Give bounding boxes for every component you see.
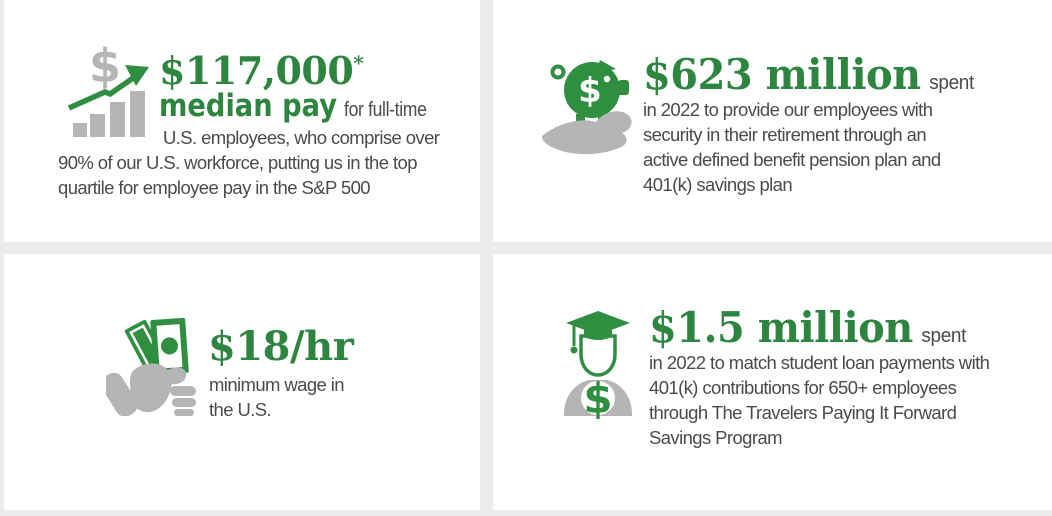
piggy-bank-in-hand-icon: $	[542, 60, 632, 155]
body-line: active defined benefit pension plan and	[643, 149, 941, 170]
svg-text:$: $	[578, 71, 602, 111]
svg-text:$: $	[583, 374, 612, 422]
body-line: through The Travelers Paying It Forward	[649, 402, 957, 423]
body-line: 401(k) savings plan	[643, 174, 793, 195]
stat-value: $1.5 million	[649, 303, 913, 352]
bar-chart-growth-dollar-icon: $	[67, 45, 149, 137]
body-line: security in their retirement through an	[643, 124, 927, 145]
card-retirement: $ $623 million spent in 2022 to provide …	[493, 0, 1052, 242]
card-student-loan: $ $1.5 million spent in 2022 to match st…	[493, 254, 1052, 510]
graduate-dollar-icon: $	[564, 311, 632, 422]
stat-minimum-wage: $18/hr	[208, 323, 354, 370]
body-line: minimum wage in	[209, 374, 345, 395]
stat-label: median pay	[159, 88, 338, 124]
money-in-hand-icon	[106, 317, 196, 416]
stat-value: $117,000*	[159, 48, 364, 93]
body-line: 401(k) contributions for 650+ employees	[649, 377, 957, 398]
body-line: 90% of our U.S. workforce, putting us in…	[58, 152, 417, 173]
svg-text:$: $	[89, 45, 121, 93]
body-line: the U.S.	[209, 399, 272, 420]
stat-value: $18/hr	[208, 323, 354, 370]
card-median-pay: $ $117,000* median pay for full-time U.S…	[4, 0, 480, 242]
body-line: quartile for employee pay in the S&P 500	[58, 177, 371, 198]
body-line: in 2022 to provide our employees with	[643, 99, 933, 120]
stat-sublabel-row: median pay for full-time	[159, 91, 427, 122]
stat-retirement: $623 million spent	[643, 54, 974, 96]
body-line: in 2022 to match student loan payments w…	[649, 352, 990, 373]
card-minimum-wage: $18/hr minimum wage in the U.S.	[4, 254, 480, 510]
stat-value: $623 million	[643, 50, 921, 99]
footnote-asterisk: *	[353, 51, 364, 75]
stat-inline-text: spent	[921, 325, 966, 347]
stat-median-pay: $117,000*	[159, 48, 364, 93]
stat-student-loan: $1.5 million spent	[649, 307, 966, 349]
stat-inline-text: spent	[929, 72, 974, 94]
body-line: U.S. employees, who comprise over	[163, 127, 440, 148]
body-line: Savings Program	[649, 427, 783, 448]
stat-inline-text: for full-time	[344, 99, 427, 121]
